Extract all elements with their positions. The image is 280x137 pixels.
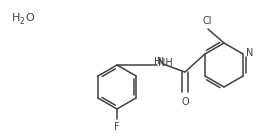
Text: H: H: [153, 57, 161, 67]
Text: O: O: [181, 97, 189, 107]
Text: O: O: [25, 13, 34, 23]
Text: 2: 2: [20, 16, 25, 25]
Text: H: H: [12, 13, 20, 23]
Text: N: N: [156, 58, 162, 66]
Text: F: F: [114, 122, 120, 132]
Text: N: N: [246, 48, 253, 58]
Text: Cl: Cl: [202, 16, 212, 26]
Text: NH: NH: [158, 58, 172, 68]
